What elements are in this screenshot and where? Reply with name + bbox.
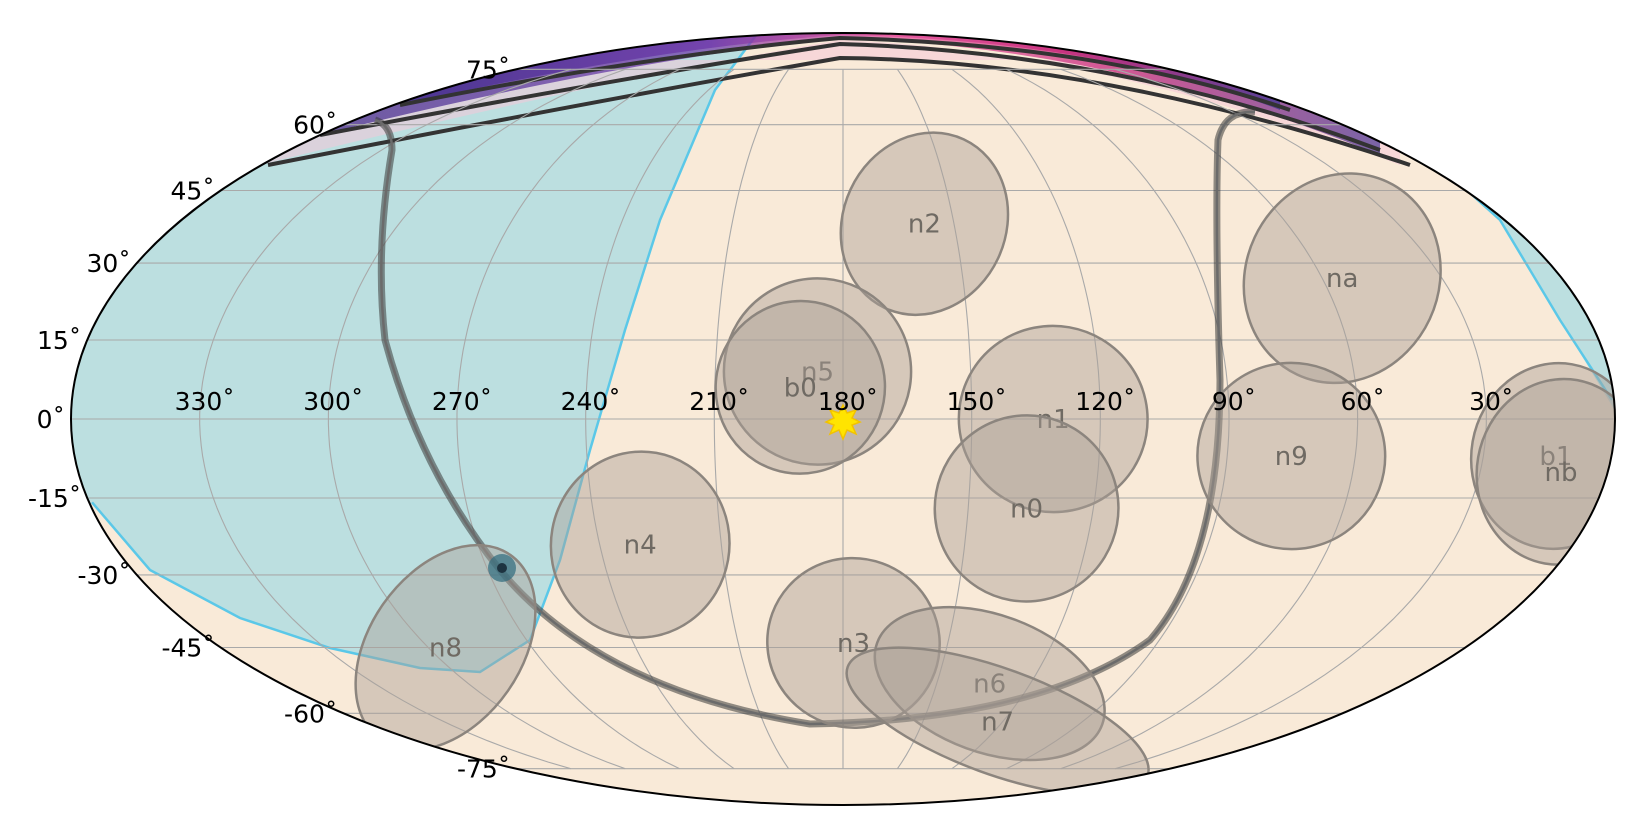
longitude-label: 240˚ xyxy=(561,387,621,416)
source-position-marker xyxy=(488,554,516,582)
detector-label-n2: n2 xyxy=(908,210,941,240)
latitude-label: -15˚ xyxy=(28,484,81,513)
meridian-line xyxy=(585,68,735,770)
detector-label-b1: b1 xyxy=(1539,442,1572,472)
orbit-track-core xyxy=(374,110,1256,726)
detector-n4: n4 xyxy=(549,450,731,639)
meridian-line xyxy=(327,68,626,770)
detector-n8: n8 xyxy=(354,543,537,752)
meridian-line xyxy=(713,68,790,770)
longitude-label: 180˚ xyxy=(818,387,878,416)
meridian-line xyxy=(1006,68,1230,770)
detector-n6: n6 xyxy=(873,605,1106,762)
detector-n3: n3 xyxy=(766,556,941,729)
detector-n2: n2 xyxy=(839,131,1010,317)
detector-n9: n9 xyxy=(1196,361,1387,551)
longitude-label: 120˚ xyxy=(1075,387,1135,416)
latitude-label: -60˚ xyxy=(284,699,337,728)
meridian-line xyxy=(951,68,1101,770)
meridian-line xyxy=(896,68,973,770)
earth-occultation-edge xyxy=(89,33,761,674)
axis-labels: 330˚ 300˚ 270˚ 240˚ 210˚ 180˚ 150˚ 120˚ 90˚ 60˚ 30… xyxy=(28,55,1514,783)
detector-footprints: n2nan5b0n1n9b1nbn0n4n3n8n6n7 xyxy=(354,131,1615,797)
sun-marker xyxy=(824,403,862,441)
detector-label-n7: n7 xyxy=(981,707,1014,737)
detector-n0: n0 xyxy=(933,414,1120,603)
detector-label-n6: n6 xyxy=(973,670,1006,700)
detector-label-nb: nb xyxy=(1545,458,1578,488)
sun-icon xyxy=(824,403,862,441)
detector-footprint-na xyxy=(1242,172,1442,385)
detector-na: na xyxy=(1242,172,1442,385)
detector-footprint-n5 xyxy=(722,277,913,466)
probability-contours xyxy=(267,36,1411,167)
meridian-line xyxy=(199,68,571,770)
latitude-label: 15˚ xyxy=(37,326,81,355)
longitude-label: 60˚ xyxy=(1341,387,1385,416)
latitude-label: 45˚ xyxy=(170,177,214,206)
sky-boundary xyxy=(70,32,1616,806)
longitude-label: 30˚ xyxy=(1469,387,1513,416)
detector-label-n5: n5 xyxy=(801,358,834,388)
detector-n5: n5 xyxy=(722,277,913,466)
detector-footprint-n4 xyxy=(549,450,731,639)
detector-label-na: na xyxy=(1326,264,1358,294)
longitude-label: 90˚ xyxy=(1212,387,1256,416)
detector-label-n3: n3 xyxy=(837,629,870,659)
latitude-label: 30˚ xyxy=(86,249,130,278)
detector-label-n4: n4 xyxy=(624,531,657,561)
detector-label-n0: n0 xyxy=(1010,494,1043,524)
meridian-line xyxy=(1060,68,1359,770)
meridian-line xyxy=(456,68,680,770)
latitude-label: -45˚ xyxy=(161,634,214,663)
latitude-label: -30˚ xyxy=(77,561,130,590)
latitude-label: 0˚ xyxy=(37,405,65,434)
detector-label-n9: n9 xyxy=(1275,442,1308,472)
longitude-label: 270˚ xyxy=(432,387,492,416)
longitude-label: 330˚ xyxy=(175,387,235,416)
detector-footprint-n9 xyxy=(1196,361,1387,551)
meridian-line xyxy=(1115,68,1487,770)
detector-footprint-n3 xyxy=(766,556,941,729)
longitude-label: 210˚ xyxy=(689,387,749,416)
latitude-label: 60˚ xyxy=(293,111,337,140)
coordinate-grid xyxy=(71,68,1615,770)
detector-label-b0: b0 xyxy=(784,373,817,403)
detector-footprint-n0 xyxy=(933,414,1120,603)
detector-label-n8: n8 xyxy=(429,634,462,664)
latitude-label: -75˚ xyxy=(457,755,510,784)
longitude-label: 300˚ xyxy=(303,387,363,416)
detector-footprint-n6 xyxy=(873,605,1106,762)
latitude-label: 75˚ xyxy=(466,55,510,84)
longitude-label: 150˚ xyxy=(947,387,1007,416)
